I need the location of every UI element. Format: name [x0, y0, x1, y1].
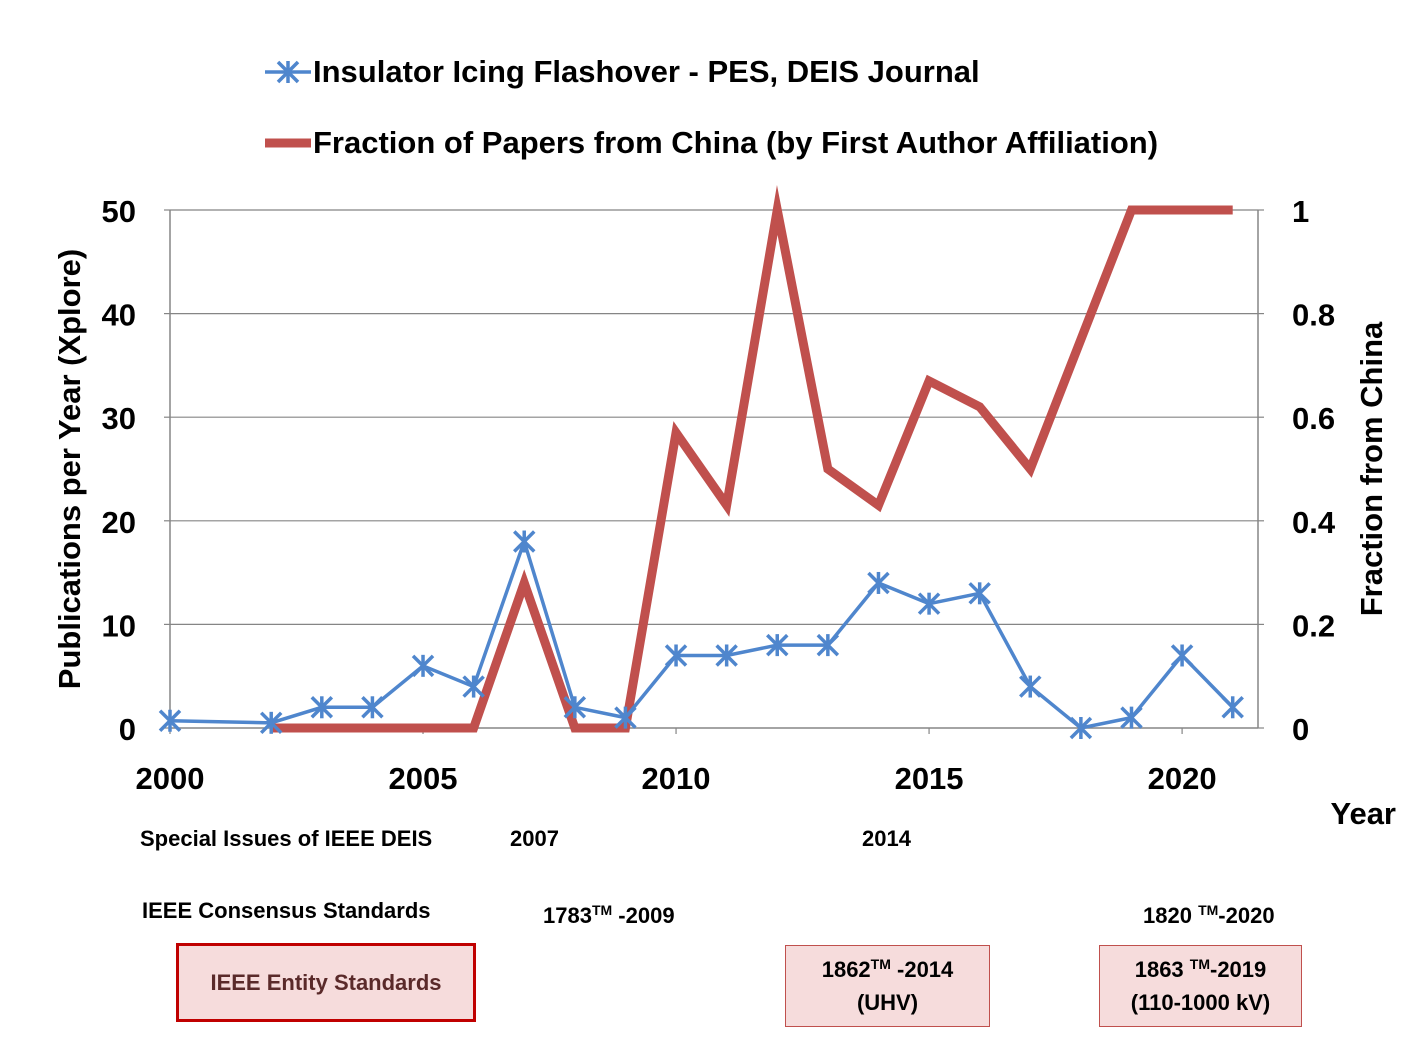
data-point: [563, 696, 587, 719]
legend-item-china-fraction: Fraction of Papers from China (by First …: [265, 125, 1158, 160]
data-point: [1019, 675, 1042, 698]
x-tick-label: 2020: [1148, 761, 1217, 796]
data-point: [158, 709, 182, 732]
consensus-standards-label: IEEE Consensus Standards: [142, 898, 431, 923]
x-axis-title: Year: [1330, 796, 1396, 831]
trademark-mark: TM: [870, 956, 891, 972]
standard-1863: 1863 TM-2019: [1135, 953, 1267, 986]
data-point: [1120, 706, 1143, 729]
y-tick-label: 0: [119, 712, 136, 747]
legend-label: Fraction of Papers from China (by First …: [313, 125, 1158, 160]
standard-1863-note: (110-1000 kV): [1130, 990, 1271, 1015]
standard-1820-number: 1820: [1143, 903, 1199, 928]
data-point: [1170, 644, 1194, 667]
standard-1863-number: 1863: [1134, 957, 1190, 982]
data-point: [512, 530, 536, 553]
standard-1863-box: 1863 TM-2019 (110-1000 kV): [1099, 945, 1302, 1027]
y-tick-label: 10: [102, 608, 136, 643]
data-point: [715, 644, 738, 667]
gridlines: [170, 209, 1258, 626]
y-tick-label: 20: [102, 505, 136, 540]
series-line: [271, 185, 1233, 733]
x-tick-label: 2010: [642, 761, 711, 796]
data-point: [259, 711, 283, 735]
standard-1783-number: 1783: [543, 903, 592, 928]
trademark-mark: TM: [591, 902, 613, 918]
data-point: [462, 675, 485, 698]
data-point: [361, 696, 384, 719]
legend-marker: [276, 60, 300, 84]
data-point: [310, 696, 334, 719]
trademark-mark: TM: [1189, 956, 1210, 972]
standard-1783: 1783TM -2009: [543, 902, 675, 929]
y-tick-label: 40: [102, 298, 136, 333]
standard-1820: 1820 TM-2020: [1143, 902, 1275, 929]
y2-tick-label: 0: [1292, 712, 1309, 747]
special-issue-2014: 2014: [862, 826, 911, 851]
standard-1862-number: 1862: [821, 957, 871, 982]
y2-tick-label: 0.4: [1292, 505, 1336, 540]
data-point: [968, 582, 991, 605]
special-issues-label: Special Issues of IEEE DEIS: [140, 826, 433, 851]
standard-1862-box: 1862TM -2014 (UHV): [785, 945, 990, 1027]
entity-standards-label: IEEE Entity Standards: [210, 970, 442, 995]
y-axis-title: Publications per Year (Xplore): [52, 249, 87, 689]
y2-axis-title: Fraction from China: [1354, 321, 1389, 616]
standard-1820-year: -2020: [1218, 903, 1275, 928]
data-point: [1069, 716, 1093, 740]
y2-tick-label: 1: [1292, 194, 1309, 229]
legend-item-publications: Insulator Icing Flashover - PES, DEIS Jo…: [265, 54, 980, 89]
standard-1862-year: -2014: [890, 957, 954, 982]
data-point: [816, 633, 840, 657]
special-issue-2007: 2007: [510, 826, 559, 851]
series-publications: [158, 530, 1244, 740]
standard-1863-year: -2019: [1210, 957, 1267, 982]
standard-1862-note: (UHV): [856, 990, 919, 1015]
legend-label: Insulator Icing Flashover - PES, DEIS Jo…: [313, 54, 980, 89]
standard-1862: 1862TM -2014: [822, 953, 954, 986]
axis-labels: 0 10 20 30 40 50 0 0.2 0.4 0.6 0.8 1 2000 2005 2010 201…: [52, 194, 1396, 831]
y2-tick-label: 0.8: [1292, 298, 1335, 333]
data-point: [614, 706, 637, 729]
series-china-fraction: [271, 185, 1233, 733]
y-tick-label: 50: [102, 194, 136, 229]
data-point: [1221, 696, 1244, 719]
data-point: [917, 592, 941, 615]
y-tick-label: 30: [102, 401, 136, 436]
x-tick-label: 2005: [389, 761, 458, 796]
data-point: [664, 644, 688, 667]
entity-standards-box: IEEE Entity Standards: [176, 943, 476, 1022]
legend: Insulator Icing Flashover - PES, DEIS Jo…: [265, 54, 1158, 160]
data-point: [867, 571, 890, 595]
x-tick-label: 2000: [136, 761, 205, 796]
data-point: [766, 633, 789, 657]
standard-1783-year: -2009: [612, 903, 675, 928]
y2-tick-label: 0.6: [1292, 401, 1335, 436]
x-tick-label: 2015: [895, 761, 964, 796]
trademark-mark: TM: [1198, 902, 1219, 918]
data-point: [411, 654, 435, 678]
y2-tick-label: 0.2: [1292, 608, 1335, 643]
